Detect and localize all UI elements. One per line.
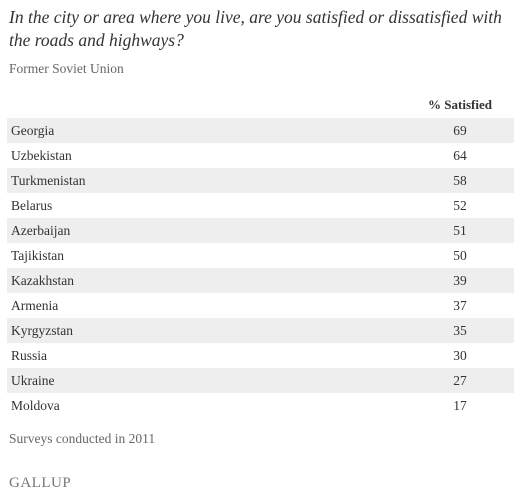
country-label: Russia xyxy=(11,348,48,363)
table-row: Russia 30 xyxy=(7,343,514,368)
country-label: Armenia xyxy=(11,298,59,313)
satisfied-value: 37 xyxy=(453,298,467,313)
chart-title: In the city or area where you live, are … xyxy=(9,7,502,50)
satisfied-value: 51 xyxy=(453,223,467,238)
table-row: Turkmenistan 58 xyxy=(7,168,514,193)
satisfied-value: 17 xyxy=(453,398,467,413)
data-table: Georgia 69 Uzbekistan 64 Turkmenistan 58 Belar… xyxy=(7,118,514,418)
table-row: Azerbaijan 51 xyxy=(7,218,514,243)
gallup-logo: GALLUP xyxy=(9,475,72,491)
table-row: Uzbekistan 64 xyxy=(7,143,514,168)
country-label: Georgia xyxy=(11,123,55,138)
table-row: Moldova 17 xyxy=(7,393,514,418)
satisfied-value: 58 xyxy=(453,173,467,188)
chart-subtitle: Former Soviet Union xyxy=(9,61,124,76)
country-label: Tajikistan xyxy=(11,248,65,263)
satisfied-value: 39 xyxy=(453,273,467,288)
table-row: Belarus 52 xyxy=(7,193,514,218)
country-label: Kazakhstan xyxy=(11,273,74,288)
table-row: Kyrgyzstan 35 xyxy=(7,318,514,343)
country-label: Kyrgyzstan xyxy=(11,323,73,338)
satisfied-value: 52 xyxy=(453,198,467,213)
table-row: Ukraine 27 xyxy=(7,368,514,393)
footnote: Surveys conducted in 2011 xyxy=(9,431,156,446)
satisfied-value: 69 xyxy=(453,123,467,138)
satisfied-value: 27 xyxy=(453,373,467,388)
country-label: Uzbekistan xyxy=(11,148,72,163)
table-row: Armenia 37 xyxy=(7,293,514,318)
country-label: Moldova xyxy=(11,398,60,413)
country-label: Belarus xyxy=(11,198,53,213)
satisfied-value: 50 xyxy=(453,248,467,263)
country-label: Turkmenistan xyxy=(11,173,86,188)
satisfied-value: 64 xyxy=(453,148,467,163)
table-row: Kazakhstan 39 xyxy=(7,268,514,293)
country-label: Ukraine xyxy=(11,373,55,388)
table-row: Tajikistan 50 xyxy=(7,243,514,268)
satisfied-value: 35 xyxy=(453,323,467,338)
table-row: Georgia 69 xyxy=(7,118,514,143)
satisfied-value: 30 xyxy=(453,348,467,363)
country-label: Azerbaijan xyxy=(11,223,71,238)
column-header-satisfied: % Satisfied xyxy=(428,97,492,112)
